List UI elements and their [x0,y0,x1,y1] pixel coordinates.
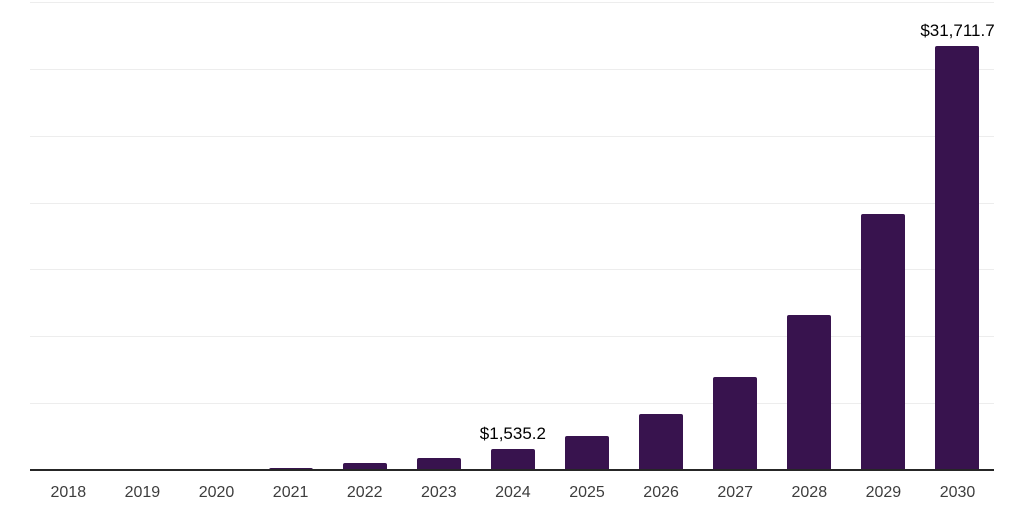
gridline [30,136,994,137]
x-tick-label-2021: 2021 [272,484,309,501]
x-tick-label-2022: 2022 [346,484,383,501]
bar-2027 [713,377,757,470]
bar-2024 [491,449,535,470]
bar-2028 [787,315,831,470]
bar-2022 [343,463,387,470]
bar-2026 [639,414,683,470]
data-label-2024: $1,535.2 [479,424,546,443]
gridline [30,69,994,70]
bar-2029 [861,214,905,470]
gridline [30,403,994,404]
bar-2023 [417,458,461,470]
gridline [30,203,994,204]
data-label-2030: $31,711.7 [920,21,995,40]
x-tick-label-2019: 2019 [124,484,161,501]
x-tick-label-2020: 2020 [198,484,235,501]
gridline [30,336,994,337]
x-tick-label-2028: 2028 [791,484,828,501]
gridline [30,269,994,270]
x-tick-label-2027: 2027 [717,484,753,501]
x-tick-label-2029: 2029 [865,484,902,501]
x-tick-label-2024: 2024 [495,484,531,501]
x-tick-label-2023: 2023 [421,484,457,501]
x-tick-label-2030: 2030 [939,484,976,501]
bar-2030 [935,46,979,470]
x-axis-line [30,469,994,471]
gridline [30,2,994,3]
x-tick-label-2026: 2026 [643,484,679,501]
bar-2025 [565,436,609,470]
x-tick-label-2018: 2018 [50,484,87,501]
x-tick-label-2025: 2025 [569,484,605,501]
